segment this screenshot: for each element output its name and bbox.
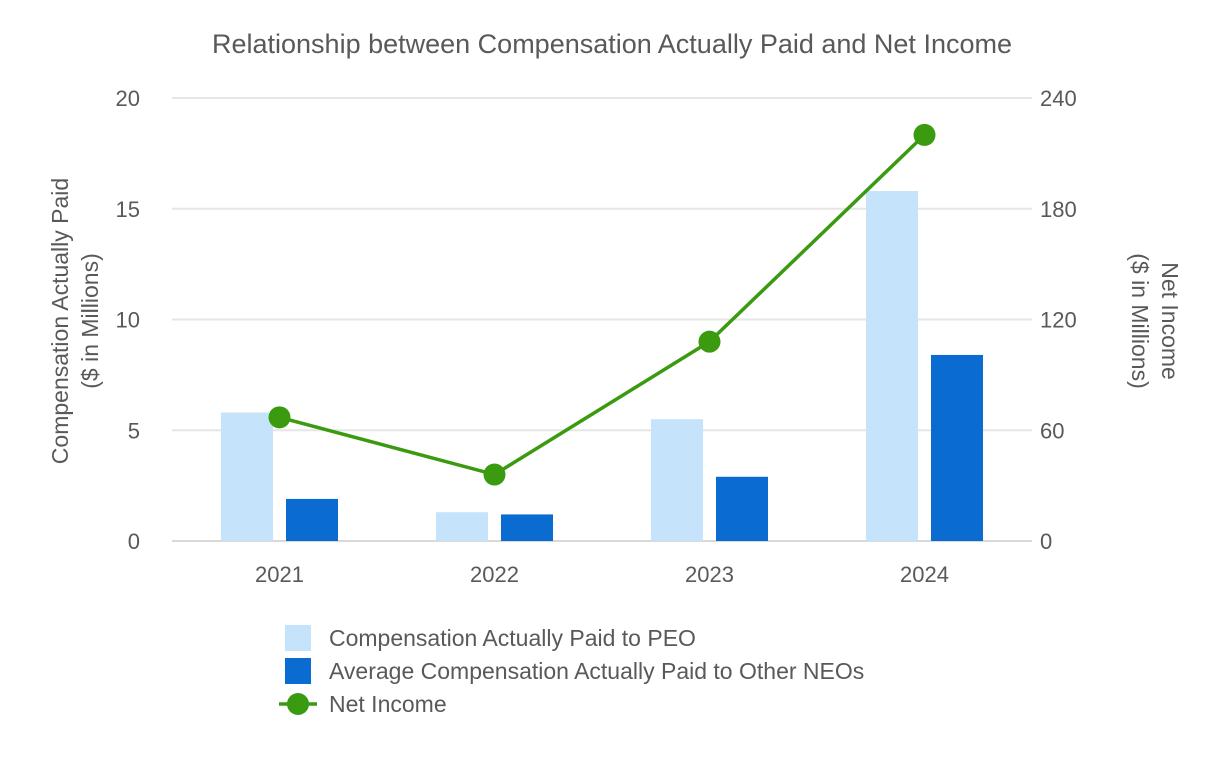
bar-neo-average-compensation [286,498,338,541]
right-axis-tick-label: 240 [1040,86,1077,111]
left-axis-tick-label: 15 [116,197,140,222]
net-income-point [913,123,936,146]
legend-swatch [285,658,311,684]
bar-peo-compensation [436,512,488,541]
x-axis-tick-label: 2021 [255,562,304,587]
right-axis-tick-label: 60 [1040,418,1064,443]
right-axis-title: Net Income($ in Millions) [1127,253,1183,388]
bar-neo-average-compensation [931,354,983,541]
right-axis-tick-label: 180 [1040,197,1077,222]
x-axis-tick-label: 2022 [470,562,519,587]
right-axis-tick-label: 120 [1040,308,1077,333]
legend-label: Net Income [329,691,447,717]
bar-neo-average-compensation [716,476,768,541]
axes: 0 5 10 15 20 0 60 120 180 240 2021 2022 2023 2024 Comp… [47,86,1183,587]
net-income-point [698,330,721,353]
bars [221,191,983,541]
x-axis-tick-label: 2023 [685,562,734,587]
legend-label: Average Compensation Actually Paid to Ot… [329,658,864,684]
legend-swatch [285,625,311,651]
bar-peo-compensation [651,419,703,541]
left-axis-tick-label: 10 [116,308,140,333]
net-income-line [268,123,936,486]
right-axis-tick-label: 0 [1040,529,1052,554]
net-income-point [268,406,291,429]
x-axis-tick-label: 2024 [900,562,949,587]
legend-label: Compensation Actually Paid to PEO [329,625,696,651]
chart-title: Relationship between Compensation Actual… [212,29,1012,59]
legend-item: Average Compensation Actually Paid to Ot… [285,658,864,684]
legend-item: Compensation Actually Paid to PEO [285,625,696,651]
net-income-point [483,463,506,486]
left-axis-title: Compensation Actually Paid ($ in Millions… [47,178,103,464]
left-axis-tick-label: 20 [116,86,140,111]
bar-peo-compensation [866,191,918,541]
left-axis-tick-label: 0 [128,529,140,554]
legend-item: Net Income [279,691,447,717]
bar-peo-compensation [221,412,273,541]
bar-neo-average-compensation [501,514,553,541]
legend-point-marker [287,693,309,715]
net-income-series-line [279,133,926,477]
left-axis-tick-label: 5 [128,418,140,443]
legend: Compensation Actually Paid to PEO Average… [279,625,864,717]
